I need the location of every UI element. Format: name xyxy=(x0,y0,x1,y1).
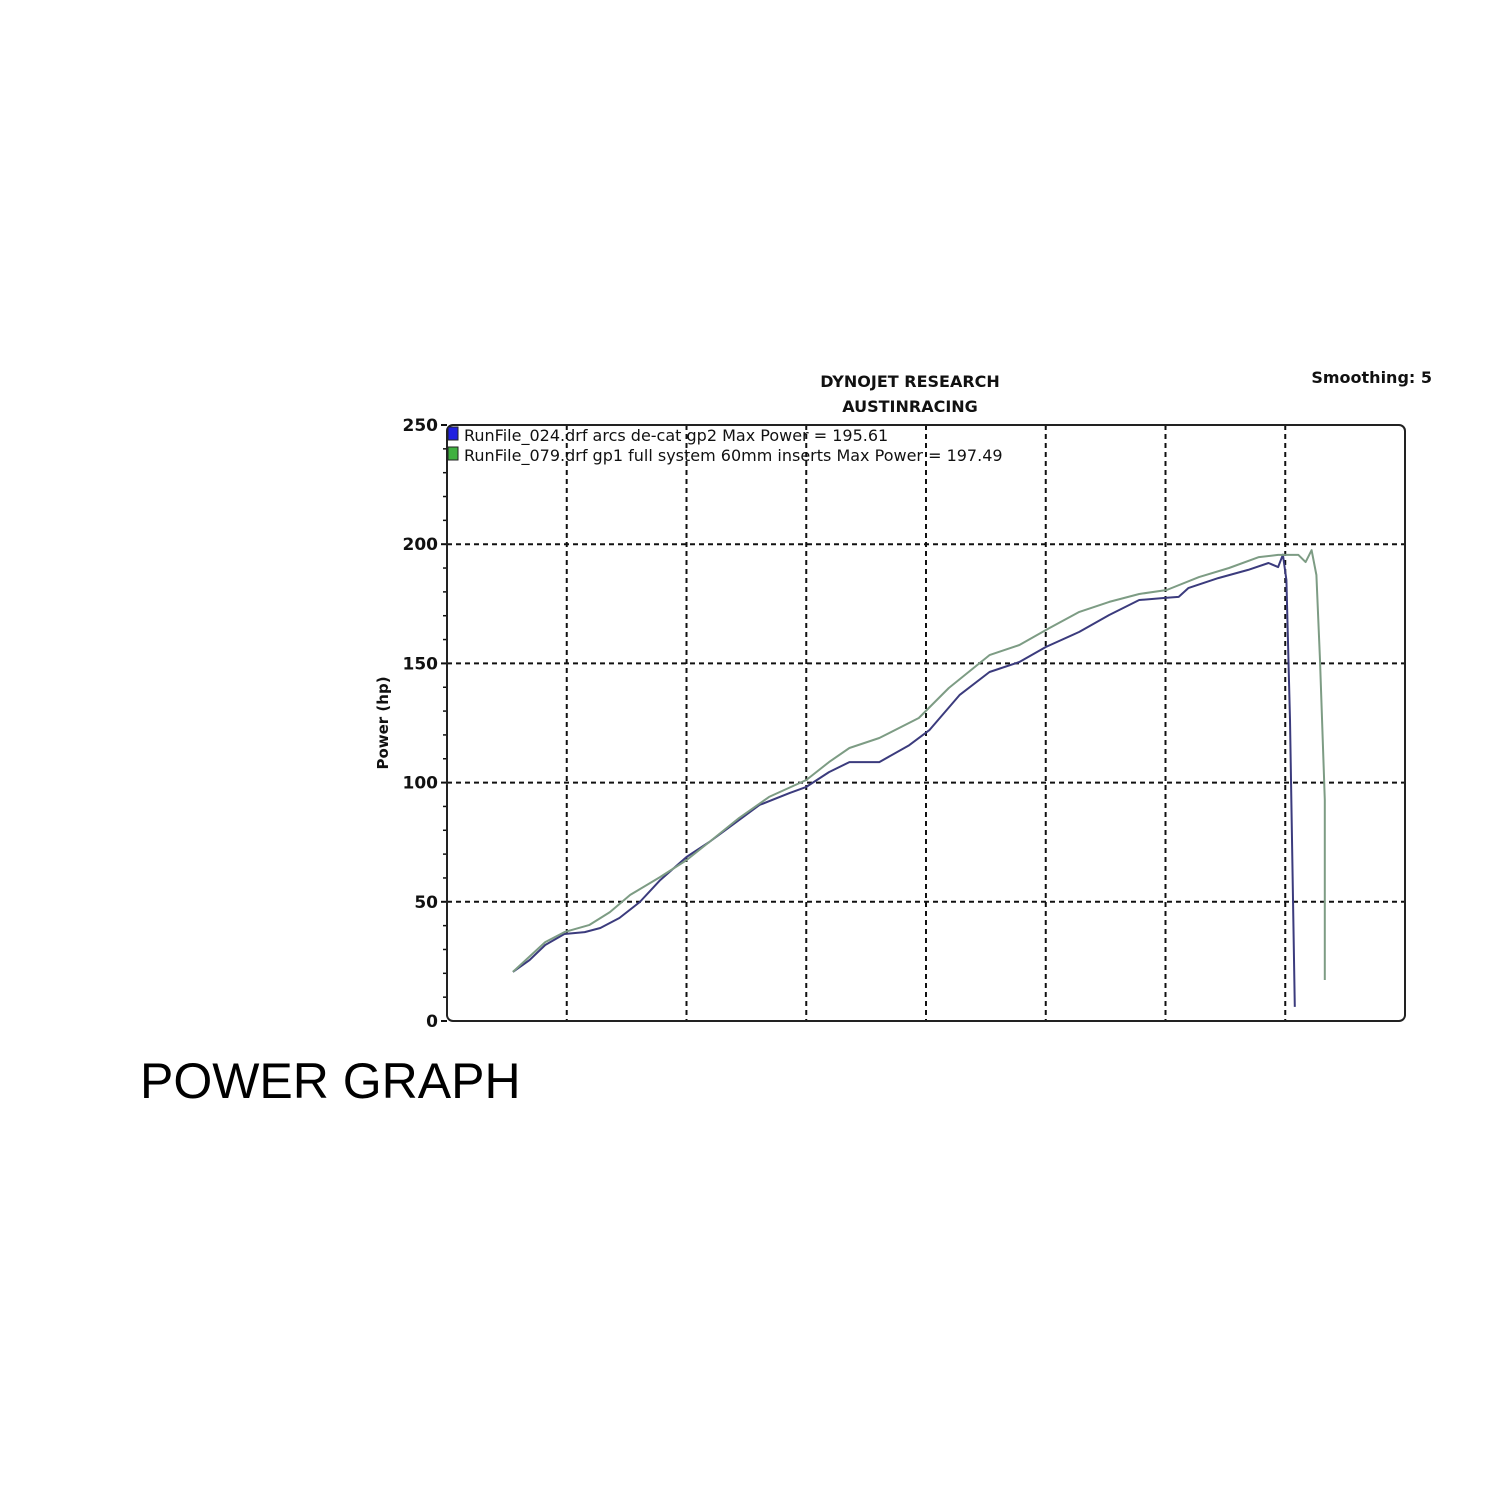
legend: RunFile_024.drf arcs de-cat gp2 Max Powe… xyxy=(447,426,1003,466)
caption: POWER GRAPH xyxy=(140,1053,521,1109)
y-tick-label: 200 xyxy=(403,535,439,555)
chart-title: DYNOJET RESEARCH xyxy=(820,372,1000,391)
chart-subtitle: AUSTINRACING xyxy=(842,397,978,416)
legend-marker-blue xyxy=(447,426,459,441)
legend-marker-green xyxy=(447,446,459,461)
plot-frame xyxy=(446,424,1406,1022)
legend-entry-2: RunFile_079.drf gp1 full system 60mm ins… xyxy=(464,446,1003,466)
legend-entry-1: RunFile_024.drf arcs de-cat gp2 Max Powe… xyxy=(464,426,888,446)
series-line-1 xyxy=(512,553,1296,1007)
series-lines xyxy=(512,549,1326,1007)
y-tick-label: 250 xyxy=(403,416,439,436)
y-tick-label: 100 xyxy=(403,774,439,794)
y-axis: 0 50 100 150 200 250 xyxy=(403,416,447,1032)
y-tick-label: 0 xyxy=(426,1012,438,1032)
y-tick-label: 150 xyxy=(403,654,439,674)
y-axis-label: Power (hp) xyxy=(374,676,392,769)
series-line-2 xyxy=(512,549,1326,980)
grid xyxy=(447,425,1405,1021)
smoothing-label: Smoothing: 5 xyxy=(1311,368,1432,387)
y-tick-label: 50 xyxy=(414,893,438,913)
